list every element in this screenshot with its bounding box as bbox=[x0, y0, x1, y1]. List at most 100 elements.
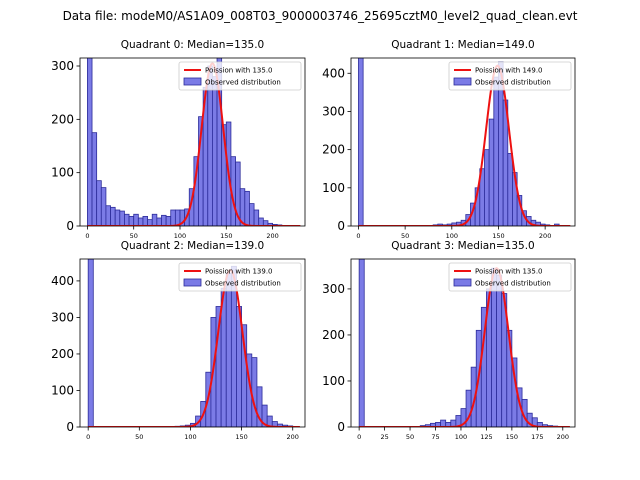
figure-title: Data file: modeM0/AS1A09_008T03_90000037… bbox=[63, 9, 578, 23]
y-tick-label: 0 bbox=[66, 420, 74, 434]
histogram-bar bbox=[212, 76, 218, 226]
histogram-bar bbox=[124, 213, 130, 226]
histogram-bar bbox=[251, 357, 258, 427]
histogram-bar bbox=[133, 213, 139, 226]
y-tick-label: 300 bbox=[51, 59, 74, 73]
histogram-bar bbox=[114, 209, 121, 226]
histogram-bar bbox=[225, 273, 232, 427]
histogram-bar bbox=[358, 259, 365, 427]
histogram-bar bbox=[119, 210, 125, 226]
histogram-bar bbox=[491, 267, 498, 427]
histogram-bar bbox=[110, 206, 116, 226]
x-tick-label: 200 bbox=[266, 232, 278, 240]
legend-observed-label: Observed distribution bbox=[475, 280, 551, 288]
y-tick-label: 400 bbox=[322, 66, 345, 80]
x-tick-label: 0 bbox=[86, 433, 90, 441]
legend-bar-swatch bbox=[453, 278, 472, 287]
panel-title: Quadrant 0: Median=135.0 bbox=[121, 39, 264, 51]
y-tick-label: 100 bbox=[51, 383, 74, 397]
plot-area bbox=[87, 58, 301, 226]
x-tick-label: 150 bbox=[220, 232, 232, 240]
histogram-bar bbox=[249, 203, 255, 226]
x-tick-label: 150 bbox=[492, 232, 504, 240]
axes-frame bbox=[79, 57, 306, 227]
x-tick-label: 200 bbox=[557, 433, 569, 441]
y-tick-label: 200 bbox=[51, 347, 74, 361]
legend: Poission with 135.0 Observed distribution bbox=[178, 61, 302, 91]
histogram-bar bbox=[156, 217, 162, 226]
x-tick-label: 100 bbox=[446, 232, 458, 240]
y-tick-label: 100 bbox=[322, 374, 345, 388]
legend: Poission with 139.0 Observed distribution bbox=[178, 262, 302, 292]
histogram-bar bbox=[493, 76, 499, 226]
histogram-bar bbox=[142, 215, 148, 226]
x-tick-label: 0 bbox=[85, 232, 89, 240]
histogram-bar bbox=[496, 274, 503, 427]
histogram-bar bbox=[87, 259, 94, 427]
y-tick-label: 200 bbox=[322, 328, 345, 342]
histogram-bar bbox=[258, 217, 264, 226]
legend: Poission with 135.0 Observed distribution bbox=[448, 262, 572, 292]
histogram-bar bbox=[128, 215, 135, 226]
legend-bar-swatch bbox=[183, 77, 202, 86]
histogram-bar bbox=[253, 209, 260, 226]
histogram-bar bbox=[507, 153, 513, 226]
histogram-bar bbox=[91, 132, 98, 226]
poisson-curve bbox=[359, 267, 570, 427]
quadrant-panel-0: Quadrant 0: Median=135.0 0 50 100 150 200 0 100… bbox=[51, 39, 306, 240]
poisson-curve bbox=[88, 268, 300, 427]
legend-poisson-label: Poission with 149.0 bbox=[475, 67, 543, 75]
axes-frame bbox=[79, 258, 306, 428]
x-tick-label: 50 bbox=[135, 433, 143, 441]
legend-poisson-label: Poission with 139.0 bbox=[205, 268, 273, 276]
quadrant-panel-2: Quadrant 2: Median=139.0 0 50 100 150 200 0 100… bbox=[51, 240, 306, 441]
legend: Poission with 149.0 Observed distribution bbox=[448, 61, 572, 91]
histogram-bar bbox=[137, 217, 144, 226]
x-tick-label: 150 bbox=[506, 433, 518, 441]
y-tick-label: 200 bbox=[322, 143, 345, 157]
histogram-bar bbox=[105, 205, 111, 226]
x-tick-label: 75 bbox=[431, 433, 439, 441]
histogram-bar bbox=[358, 58, 364, 226]
histogram-bar bbox=[440, 419, 447, 427]
x-tick-label: 150 bbox=[235, 433, 247, 441]
x-tick-label: 200 bbox=[539, 232, 551, 240]
x-tick-label: 100 bbox=[455, 433, 467, 441]
poisson-curve bbox=[358, 64, 571, 226]
y-tick-label: 0 bbox=[66, 219, 74, 233]
quadrant-panel-3: Quadrant 3: Median=135.0 0 25 50 75 100 125 150… bbox=[322, 240, 576, 441]
x-tick-label: 100 bbox=[184, 433, 196, 441]
panel-title: Quadrant 3: Median=135.0 bbox=[391, 240, 534, 252]
histogram-bar bbox=[170, 209, 176, 226]
legend-observed-label: Observed distribution bbox=[475, 79, 551, 87]
legend-observed-label: Observed distribution bbox=[205, 79, 281, 87]
legend-box bbox=[178, 61, 302, 91]
y-tick-label: 300 bbox=[322, 282, 345, 296]
quadrant-panel-1: Quadrant 1: Median=149.0 0 50 100 150 200 0 100… bbox=[322, 39, 576, 240]
y-tick-label: 300 bbox=[51, 310, 74, 324]
histogram-bar bbox=[484, 149, 490, 226]
histogram-bar bbox=[488, 118, 495, 226]
histogram-bar bbox=[96, 180, 102, 226]
legend-box bbox=[448, 262, 572, 292]
axes-frame bbox=[350, 57, 576, 227]
legend-box bbox=[448, 61, 572, 91]
histogram-bar bbox=[87, 58, 93, 226]
x-tick-label: 200 bbox=[287, 433, 299, 441]
legend-bar-swatch bbox=[183, 278, 202, 287]
panel-title: Quadrant 2: Median=139.0 bbox=[121, 240, 264, 252]
y-tick-label: 100 bbox=[322, 181, 345, 195]
x-tick-label: 100 bbox=[174, 232, 186, 240]
x-tick-label: 125 bbox=[480, 433, 492, 441]
histogram-bar bbox=[100, 187, 107, 226]
y-tick-label: 0 bbox=[337, 420, 345, 434]
x-tick-label: 50 bbox=[130, 232, 138, 240]
x-tick-label: 25 bbox=[380, 433, 388, 441]
poisson-curve bbox=[87, 62, 301, 226]
y-tick-label: 200 bbox=[51, 112, 74, 126]
x-tick-label: 0 bbox=[357, 433, 361, 441]
legend-poisson-label: Poission with 135.0 bbox=[475, 268, 543, 276]
plot-area bbox=[358, 58, 571, 226]
histogram-bar bbox=[244, 190, 250, 226]
histogram-bar bbox=[161, 214, 167, 226]
